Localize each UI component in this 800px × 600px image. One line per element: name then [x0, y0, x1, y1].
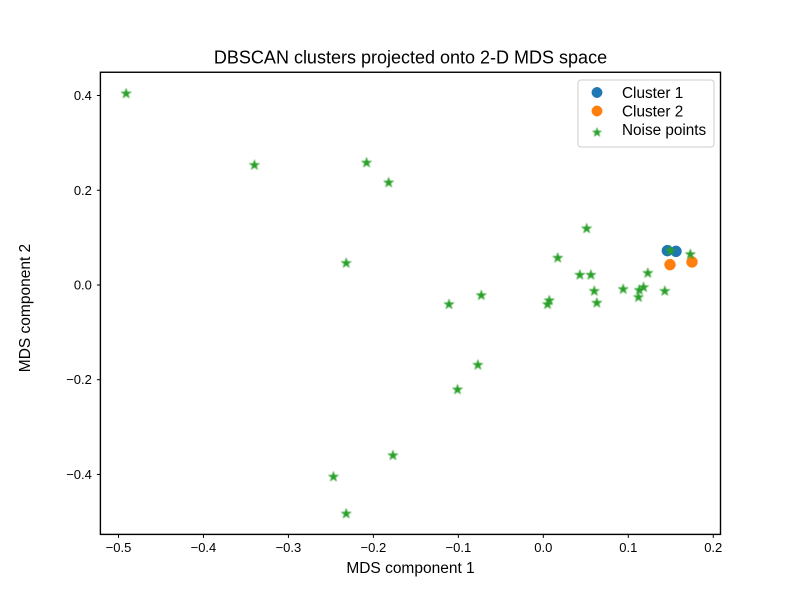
svg-text:0.1: 0.1 [619, 540, 637, 555]
svg-text:MDS component 2: MDS component 2 [17, 244, 34, 372]
svg-text:−0.3: −0.3 [276, 540, 302, 555]
svg-text:−0.2: −0.2 [66, 372, 92, 387]
svg-text:Cluster 1: Cluster 1 [622, 85, 683, 102]
svg-text:DBSCAN clusters projected onto: DBSCAN clusters projected onto 2-D MDS s… [214, 48, 607, 68]
svg-text:−0.2: −0.2 [361, 540, 387, 555]
svg-text:0.0: 0.0 [534, 540, 552, 555]
svg-text:−0.4: −0.4 [191, 540, 217, 555]
svg-text:MDS component 1: MDS component 1 [346, 560, 474, 577]
svg-text:Cluster 2: Cluster 2 [622, 104, 683, 121]
svg-text:0.2: 0.2 [74, 183, 92, 198]
svg-text:Noise points: Noise points [622, 122, 707, 139]
svg-text:0.4: 0.4 [74, 88, 92, 103]
svg-text:0.0: 0.0 [74, 277, 92, 292]
svg-text:−0.1: −0.1 [446, 540, 472, 555]
svg-text:0.2: 0.2 [704, 540, 722, 555]
svg-text:−0.5: −0.5 [106, 540, 132, 555]
svg-text:−0.4: −0.4 [66, 467, 92, 482]
